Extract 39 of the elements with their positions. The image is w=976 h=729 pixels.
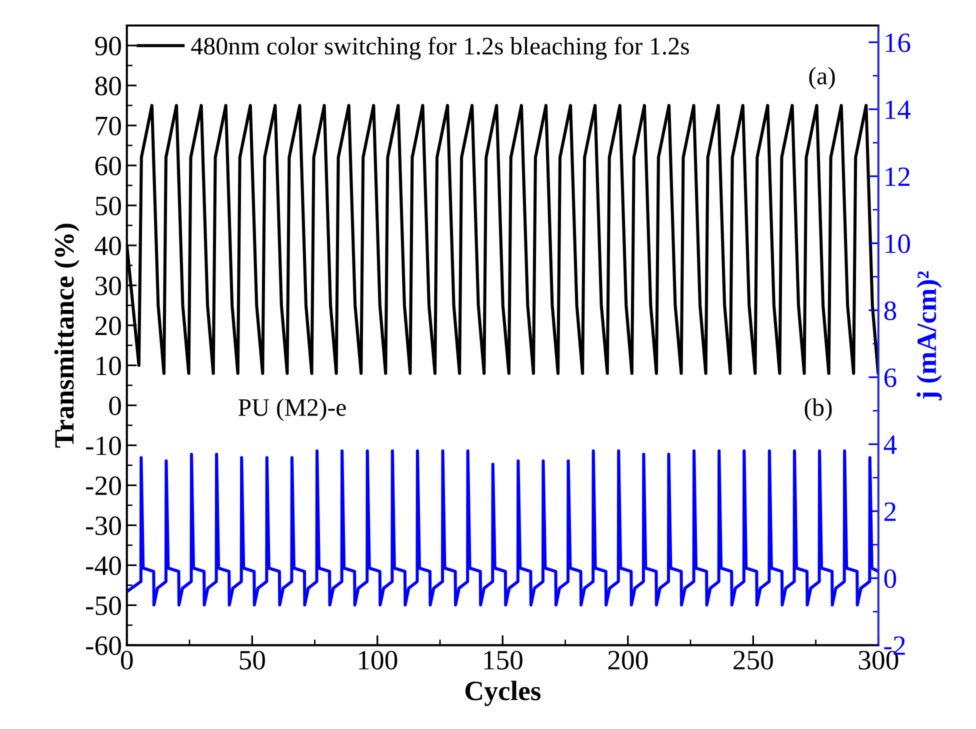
y-tick-label: -50 bbox=[86, 596, 121, 616]
y-tick-label: 60 bbox=[95, 156, 121, 176]
y-tick-label: 80 bbox=[95, 76, 121, 96]
y-tick-label: 70 bbox=[96, 116, 121, 136]
y2-axis-title: j (mA/cm)² bbox=[916, 271, 942, 400]
x-axis-title: Cycles bbox=[465, 680, 541, 706]
y-tick-label: -30 bbox=[86, 516, 121, 536]
y-tick-label: 0 bbox=[109, 396, 121, 416]
x-tick-label: 150 bbox=[484, 650, 522, 670]
y-axis-title: Transmittance (%) bbox=[54, 224, 80, 448]
y-tick-label: 90 bbox=[95, 36, 121, 56]
x-tick-label: 250 bbox=[734, 650, 773, 670]
y-tick-label: -40 bbox=[86, 556, 121, 576]
y2-tick-label: 8 bbox=[884, 301, 896, 320]
y2-tick-label: 12 bbox=[886, 167, 910, 186]
y2-tick-label: 2 bbox=[884, 502, 896, 521]
y2-tick-label: 4 bbox=[884, 436, 897, 454]
y-tick-label: -20 bbox=[86, 476, 121, 496]
x-tick-label: 200 bbox=[608, 650, 648, 670]
y-tick-label: -60 bbox=[86, 636, 121, 656]
y-tick-label: 10 bbox=[96, 356, 121, 376]
y2-tick-label: 10 bbox=[886, 234, 910, 254]
annotation: (a) bbox=[809, 66, 835, 90]
y-tick-label: 50 bbox=[96, 196, 121, 216]
y-tick-label: -10 bbox=[86, 436, 121, 456]
annotation: PU (M2)-e bbox=[238, 398, 346, 422]
y-tick-label: 30 bbox=[96, 276, 121, 296]
x-tick-label: 0 bbox=[120, 650, 133, 670]
legend-label: 480nm color switching for 1.2s bleaching for 1.2s bbox=[191, 36, 689, 60]
y-tick-label: 40 bbox=[94, 236, 121, 256]
y2-tick-label: 16 bbox=[886, 34, 910, 52]
x-tick-label: 50 bbox=[240, 650, 265, 670]
annotation: (b) bbox=[804, 398, 832, 422]
y2-tick-label: 14 bbox=[886, 100, 911, 119]
y2-tick-label: 0 bbox=[884, 569, 896, 588]
line-series bbox=[126, 449, 878, 606]
x-tick-label: 100 bbox=[358, 650, 398, 670]
y2-tick-label: 6 bbox=[884, 368, 896, 388]
y-tick-label: 20 bbox=[95, 316, 121, 336]
